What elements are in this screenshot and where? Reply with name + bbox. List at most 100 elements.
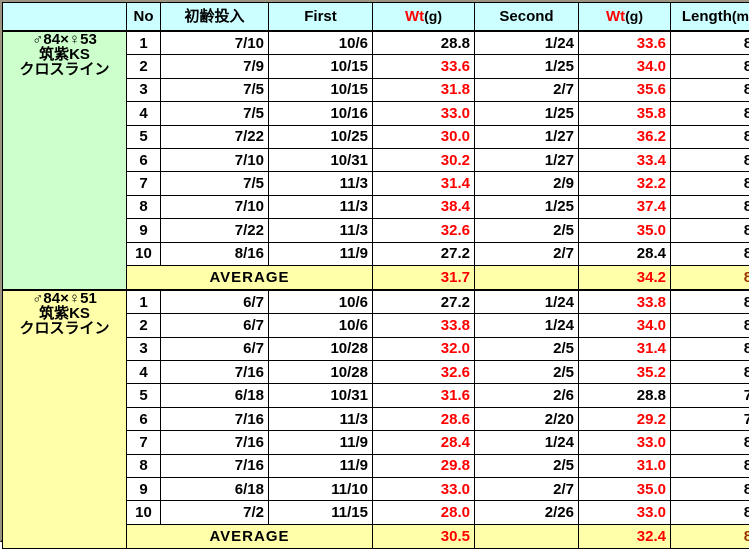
cell-length: 85.0 (671, 219, 749, 242)
cell-wt2-value: 35.0 (637, 222, 666, 239)
cell-length: 83.0 (671, 454, 749, 477)
cell-no: 4 (127, 361, 161, 384)
cell-length: 83.6 (671, 55, 749, 78)
cell-no: 10 (127, 242, 161, 265)
cell-wt2: 34.0 (579, 55, 671, 78)
cell-length: 78.0 (671, 384, 749, 407)
cell-first: 10/28 (269, 361, 373, 384)
cell-start: 7/5 (161, 102, 269, 125)
cell-no: 7 (127, 172, 161, 195)
cell-first: 10/25 (269, 125, 373, 148)
cell-wt2: 28.8 (579, 384, 671, 407)
cell-first: 10/6 (269, 314, 373, 337)
cell-start: 7/16 (161, 431, 269, 454)
average-wt1: 31.7 (373, 265, 475, 290)
cell-wt1: 33.8 (373, 314, 475, 337)
cell-wt2-value: 33.0 (637, 434, 666, 451)
average-label: AVERAGE (127, 524, 373, 548)
cell-start: 7/5 (161, 78, 269, 101)
cell-wt2: 35.8 (579, 102, 671, 125)
cell-length: 87.2 (671, 195, 749, 218)
cell-first: 11/10 (269, 478, 373, 501)
cell-wt1-value: 28.8 (441, 35, 470, 52)
average-length-value: 84.8 (744, 269, 749, 286)
average-second (475, 265, 579, 290)
cell-wt1: 31.4 (373, 172, 475, 195)
cell-length: 84.2 (671, 314, 749, 337)
header-cell-length: Length(mm) (671, 3, 749, 32)
cell-no: 1 (127, 290, 161, 314)
cell-second: 2/7 (475, 78, 579, 101)
cell-wt2-value: 36.2 (637, 128, 666, 145)
cell-wt2-value: 29.2 (637, 411, 666, 428)
cell-wt2: 33.8 (579, 290, 671, 314)
cell-wt2-value: 34.0 (637, 317, 666, 334)
cell-no: 10 (127, 501, 161, 524)
cell-wt1: 30.2 (373, 148, 475, 171)
cell-start: 6/7 (161, 337, 269, 360)
cell-wt1-value: 32.0 (441, 340, 470, 357)
cell-wt2-value: 33.0 (637, 504, 666, 521)
cell-wt1: 33.0 (373, 478, 475, 501)
cell-wt1-value: 31.4 (441, 175, 470, 192)
cell-wt1-value: 28.6 (441, 411, 470, 428)
header-cell-second: Second (475, 3, 579, 32)
average-wt1: 30.5 (373, 524, 475, 548)
header-wt1-text: Wt (405, 8, 424, 25)
block-label-line: 筑紫KS (7, 306, 122, 321)
average-wt1-value: 30.5 (441, 528, 470, 545)
table-row: ♂84×♀51筑紫KSクロスライン16/710/627.21/2433.883.… (3, 290, 749, 314)
cell-no: 5 (127, 384, 161, 407)
cell-start: 7/10 (161, 195, 269, 218)
cell-start: 7/5 (161, 172, 269, 195)
average-length-value: 83.1 (744, 528, 749, 545)
cell-first: 10/16 (269, 102, 373, 125)
cell-wt2-value: 35.0 (637, 481, 666, 498)
header-wt2-text: Wt (606, 8, 625, 25)
cell-wt1-value: 33.6 (441, 58, 470, 75)
cell-second: 2/6 (475, 384, 579, 407)
cell-start: 6/7 (161, 314, 269, 337)
cell-wt2: 31.0 (579, 454, 671, 477)
cell-first: 10/6 (269, 290, 373, 314)
cell-no: 8 (127, 454, 161, 477)
cell-wt1-value: 31.8 (441, 81, 470, 98)
cell-wt2-value: 33.8 (637, 294, 666, 311)
average-wt2-value: 34.2 (637, 269, 666, 286)
cell-start: 7/22 (161, 125, 269, 148)
cell-start: 7/10 (161, 148, 269, 171)
cell-wt1-value: 33.8 (441, 317, 470, 334)
cell-wt2-value: 31.0 (637, 457, 666, 474)
average-wt1-value: 31.7 (441, 269, 470, 286)
cell-start: 7/16 (161, 454, 269, 477)
cell-wt2-value: 34.0 (637, 58, 666, 75)
cell-wt1: 38.4 (373, 195, 475, 218)
average-label: AVERAGE (127, 265, 373, 290)
cell-second: 1/24 (475, 290, 579, 314)
cell-second: 1/24 (475, 314, 579, 337)
header-cell-wt1: Wt(g) (373, 3, 475, 32)
cell-no: 7 (127, 431, 161, 454)
cell-wt2-value: 28.4 (637, 245, 666, 262)
cell-second: 2/7 (475, 478, 579, 501)
cell-no: 2 (127, 314, 161, 337)
cell-wt1: 31.8 (373, 78, 475, 101)
cell-wt1-value: 38.4 (441, 198, 470, 215)
header-cell-no: No (127, 3, 161, 32)
cell-second: 1/24 (475, 31, 579, 55)
cell-wt2: 36.2 (579, 125, 671, 148)
cell-no: 6 (127, 407, 161, 430)
cell-second: 1/25 (475, 195, 579, 218)
cell-wt2-value: 35.8 (637, 105, 666, 122)
average-wt2-value: 32.4 (637, 528, 666, 545)
cell-first: 10/31 (269, 384, 373, 407)
cell-second: 2/5 (475, 361, 579, 384)
cell-length: 86.4 (671, 361, 749, 384)
average-second (475, 524, 579, 548)
cell-first: 11/9 (269, 242, 373, 265)
cell-no: 9 (127, 478, 161, 501)
header-cell-start: 初齢投入 (161, 3, 269, 32)
cell-length: 86.0 (671, 102, 749, 125)
cell-wt1: 28.0 (373, 501, 475, 524)
cell-wt2: 35.2 (579, 361, 671, 384)
